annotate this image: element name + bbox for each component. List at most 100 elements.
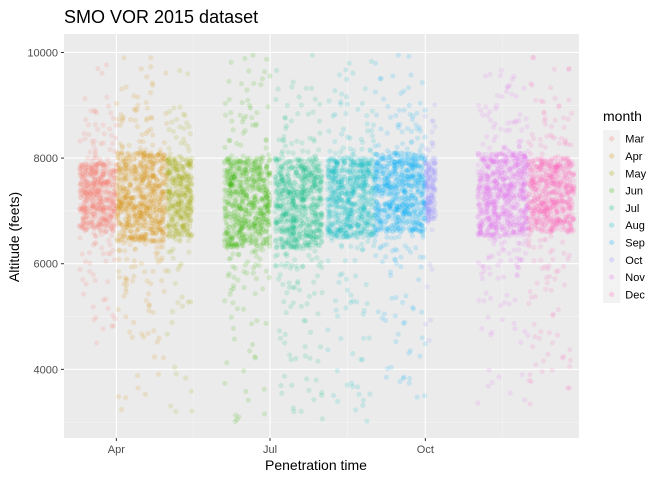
data-point [98,187,105,193]
data-point [90,304,96,310]
data-point [110,173,116,179]
data-point [348,292,354,298]
data-point [428,167,434,173]
data-point [429,227,435,233]
data-point [364,301,370,307]
data-point [81,199,87,205]
data-point [94,192,100,198]
data-point [89,211,95,217]
data-point [99,222,105,228]
data-point [280,281,286,287]
data-point [348,299,354,306]
data-point [104,197,110,203]
data-point [97,195,103,201]
data-point [154,255,160,261]
data-point [106,237,112,243]
data-point [306,172,312,178]
data-point [249,115,255,121]
data-point [109,232,115,238]
data-point [98,141,104,147]
data-point [426,217,432,223]
data-point [222,144,228,150]
data-point [102,168,108,174]
data-point [260,177,266,183]
data-point [180,164,186,170]
data-point [338,242,344,248]
data-point [374,112,380,118]
data-point [280,181,286,187]
data-point [252,215,258,222]
data-point [108,199,114,205]
data-point [173,134,179,140]
data-point [291,198,297,205]
data-point [359,146,365,152]
data-point [325,171,331,177]
plot-panel [64,34,579,438]
data-point [231,159,237,165]
data-point [83,198,89,204]
data-point [91,181,97,187]
data-point [170,234,176,240]
data-point [96,189,102,195]
data-point [89,172,96,178]
data-point [106,195,112,201]
data-point [109,226,115,232]
data-point [252,164,258,170]
data-point [80,165,86,171]
data-point [105,250,111,257]
data-point [98,202,104,208]
data-point [111,176,117,182]
data-point [93,180,99,186]
data-point [132,117,138,123]
data-point [339,131,345,137]
data-point [89,164,95,170]
data-point [317,101,323,107]
data-point [372,143,378,149]
data-point [101,207,107,213]
data-point [175,160,181,167]
data-point [263,268,269,274]
data-point [92,109,98,115]
data-point [308,329,314,335]
data-point [408,72,414,78]
data-point [359,241,365,247]
data-point [91,190,97,196]
data-point [85,168,91,174]
data-point [295,111,301,117]
data-point [277,170,283,177]
data-point [109,198,115,204]
data-point [83,226,90,233]
data-point [110,214,116,220]
data-point [128,264,135,270]
data-point [429,266,435,272]
data-point [302,353,308,359]
data-point [110,208,116,214]
data-point [348,214,354,220]
data-point [252,291,258,297]
data-point [80,171,86,177]
data-points [76,52,577,424]
data-point [153,250,159,256]
data-point [404,126,411,132]
data-point [103,258,109,264]
data-point [393,339,399,345]
data-point [109,181,115,187]
data-point [88,172,94,178]
data-point [250,341,256,348]
data-point [76,189,83,195]
data-point [143,99,149,106]
data-point [281,373,288,379]
data-point [259,76,266,82]
data-point [150,210,156,216]
data-point [361,225,367,231]
data-point [319,390,325,396]
data-point [377,245,383,251]
data-point [143,130,149,136]
data-point [222,204,228,210]
data-point [169,309,176,315]
data-point [306,293,312,299]
data-point [102,183,108,190]
data-point [111,167,117,173]
data-point [105,222,111,228]
data-point [343,305,349,311]
